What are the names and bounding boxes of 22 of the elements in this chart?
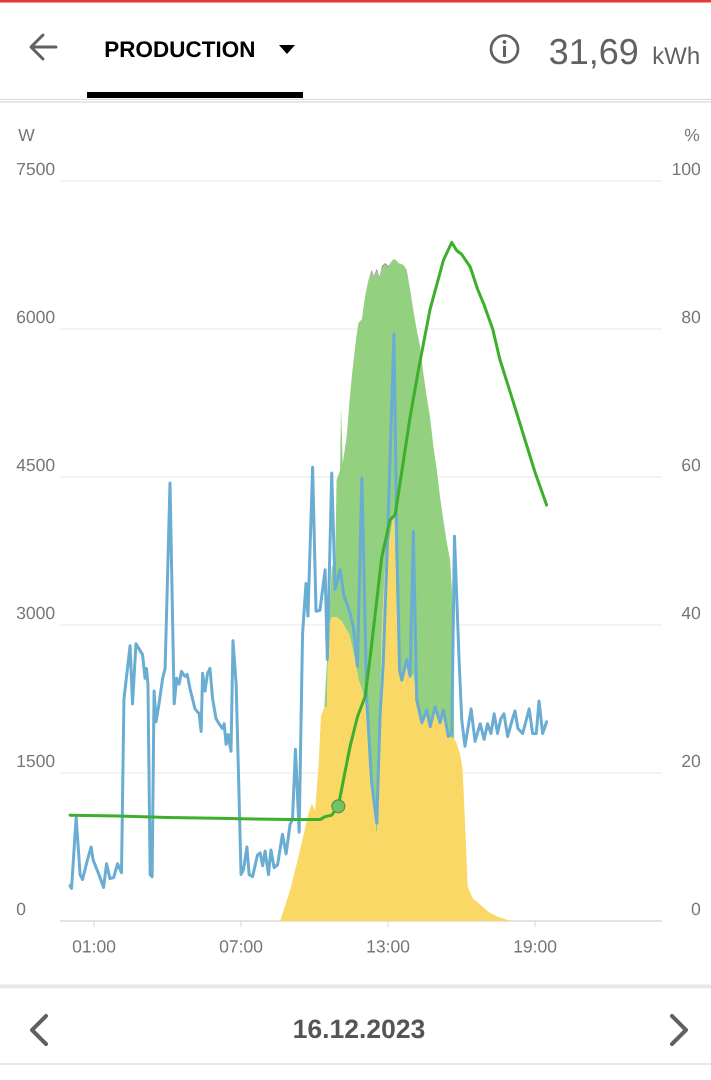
x-tick-label: 01:00 <box>72 940 116 953</box>
y2-tick-label: 40 <box>681 606 701 620</box>
y2-tick-label: 100 <box>672 162 701 176</box>
chart-title: PRODUCTION <box>105 41 254 58</box>
text: 16.12.2023 <box>294 1019 425 1039</box>
y2-tick-label: 60 <box>682 458 701 472</box>
x-tick-label: 13:00 <box>367 940 410 953</box>
text: kWh <box>653 46 699 64</box>
x-tick-label: 19:00 <box>514 940 557 953</box>
x-tick-label: 07:00 <box>219 940 263 953</box>
y-tick-label: 7500 <box>17 162 55 176</box>
y-tick-label: 6000 <box>17 310 55 324</box>
y-tick-label: 4500 <box>16 458 55 472</box>
y2-tick-label: 0 <box>691 902 701 916</box>
y-tick-label: 0 <box>16 902 26 916</box>
y2-axis-title: % <box>684 128 700 142</box>
y2-tick-label: 20 <box>682 754 701 768</box>
y-tick-label: 1500 <box>17 754 55 768</box>
text: 31,69 <box>550 38 638 69</box>
y-tick-label: 3000 <box>16 606 55 620</box>
y-axis-title: W <box>18 128 35 141</box>
y2-tick-label: 80 <box>682 310 701 324</box>
